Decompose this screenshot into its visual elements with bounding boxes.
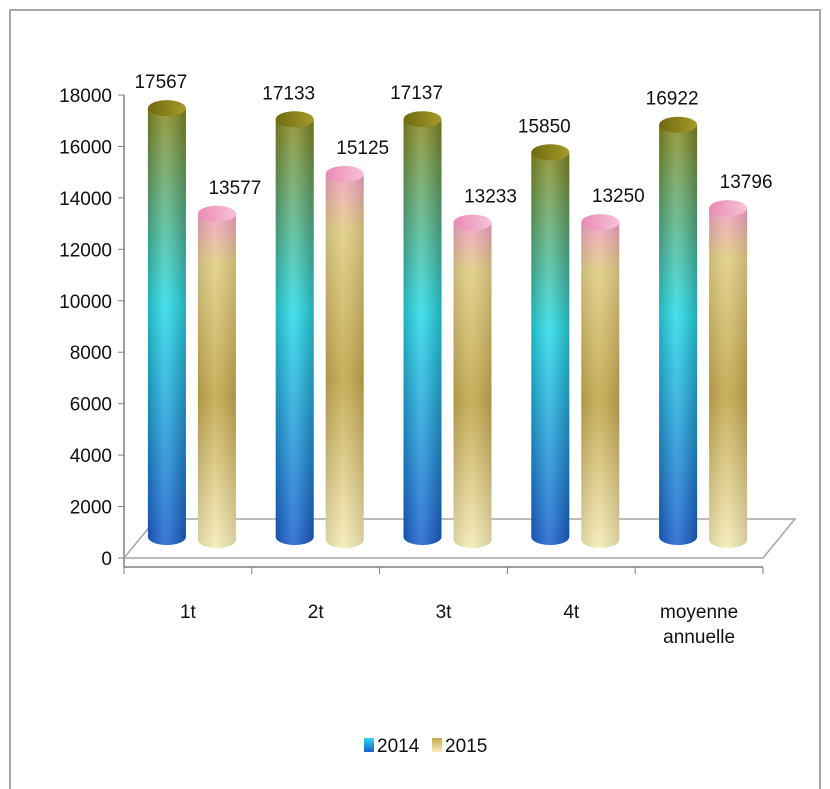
bar-2015 [325, 165, 364, 548]
data-label-2014: 17567 [134, 72, 187, 93]
y-tick-label: 10000 [59, 292, 112, 313]
bar-shade [325, 173, 364, 548]
data-label-2015: 13233 [464, 187, 517, 208]
data-label-2014: 17133 [262, 83, 315, 104]
bar-2014 [275, 111, 314, 545]
bar-shade [581, 222, 620, 549]
x-tick-label: 2t [308, 602, 325, 623]
x-tick-label: 4t [563, 602, 580, 623]
y-tick-label: 8000 [70, 343, 112, 364]
y-tick-label: 14000 [59, 189, 112, 210]
data-label-2015: 13250 [592, 186, 645, 207]
bar-2015 [581, 214, 620, 549]
bar-shade [275, 119, 314, 545]
bar-top [531, 144, 570, 161]
legend-swatch-2015 [432, 738, 442, 752]
bar-2015 [709, 200, 748, 548]
bar-top [453, 214, 492, 231]
data-label-2014: 16922 [646, 89, 699, 110]
bar-2015 [197, 205, 236, 548]
x-tick-label: annuelle [663, 627, 735, 648]
legend-label-2015: 2015 [445, 736, 487, 757]
bar-shade [453, 222, 492, 548]
data-label-2014: 15850 [518, 116, 571, 137]
y-tick-label: 0 [101, 549, 112, 570]
bar-top [147, 100, 186, 117]
bar-top [659, 116, 698, 133]
bar-shade [709, 208, 748, 548]
y-tick-label: 2000 [70, 498, 112, 519]
bar-shade [147, 108, 186, 545]
data-label-2015: 13796 [720, 172, 773, 193]
y-tick-label: 18000 [59, 86, 112, 107]
bar-top [197, 205, 236, 222]
bar-2014 [531, 144, 570, 545]
bar-2014 [659, 116, 698, 546]
bar-shade [403, 119, 442, 546]
x-tick-label: 1t [180, 602, 197, 623]
data-label-2015: 15125 [336, 138, 389, 159]
x-axis-ticks [123, 567, 764, 574]
x-tick-label: moyenne [660, 602, 738, 623]
bar-top [403, 111, 442, 128]
y-tick-label: 12000 [59, 240, 112, 261]
data-label-2015: 13577 [208, 178, 261, 199]
bar-shade [659, 124, 698, 546]
bar-top [275, 111, 314, 128]
y-tick-label: 16000 [59, 137, 112, 158]
y-tick-label: 6000 [70, 395, 112, 416]
data-label-2014: 17137 [390, 83, 443, 104]
legend-label-2014: 2014 [377, 736, 420, 757]
bar-shade [197, 213, 236, 548]
bar-2014 [147, 100, 186, 545]
bar-2015 [453, 214, 492, 548]
x-tick-label: 3t [436, 602, 453, 623]
y-axis-ticks: 0 2000 4000 6000 8000 10000 12000 14000 16000 180… [59, 86, 124, 570]
bar-2014 [403, 111, 442, 546]
category-labels: 1t 2t 3t 4t moyenne annuelle [180, 602, 738, 648]
y-tick-label: 4000 [70, 446, 112, 467]
bar-top [709, 200, 748, 217]
legend: 2014 2015 [364, 736, 487, 757]
bars [147, 100, 748, 549]
data-labels: 17567 17133 17137 15850 16922 13577 15125 13233… [134, 72, 772, 207]
bar-shade [531, 152, 570, 545]
bar-top [325, 165, 364, 182]
legend-swatch-2014 [364, 738, 374, 752]
bar-top [581, 214, 620, 231]
